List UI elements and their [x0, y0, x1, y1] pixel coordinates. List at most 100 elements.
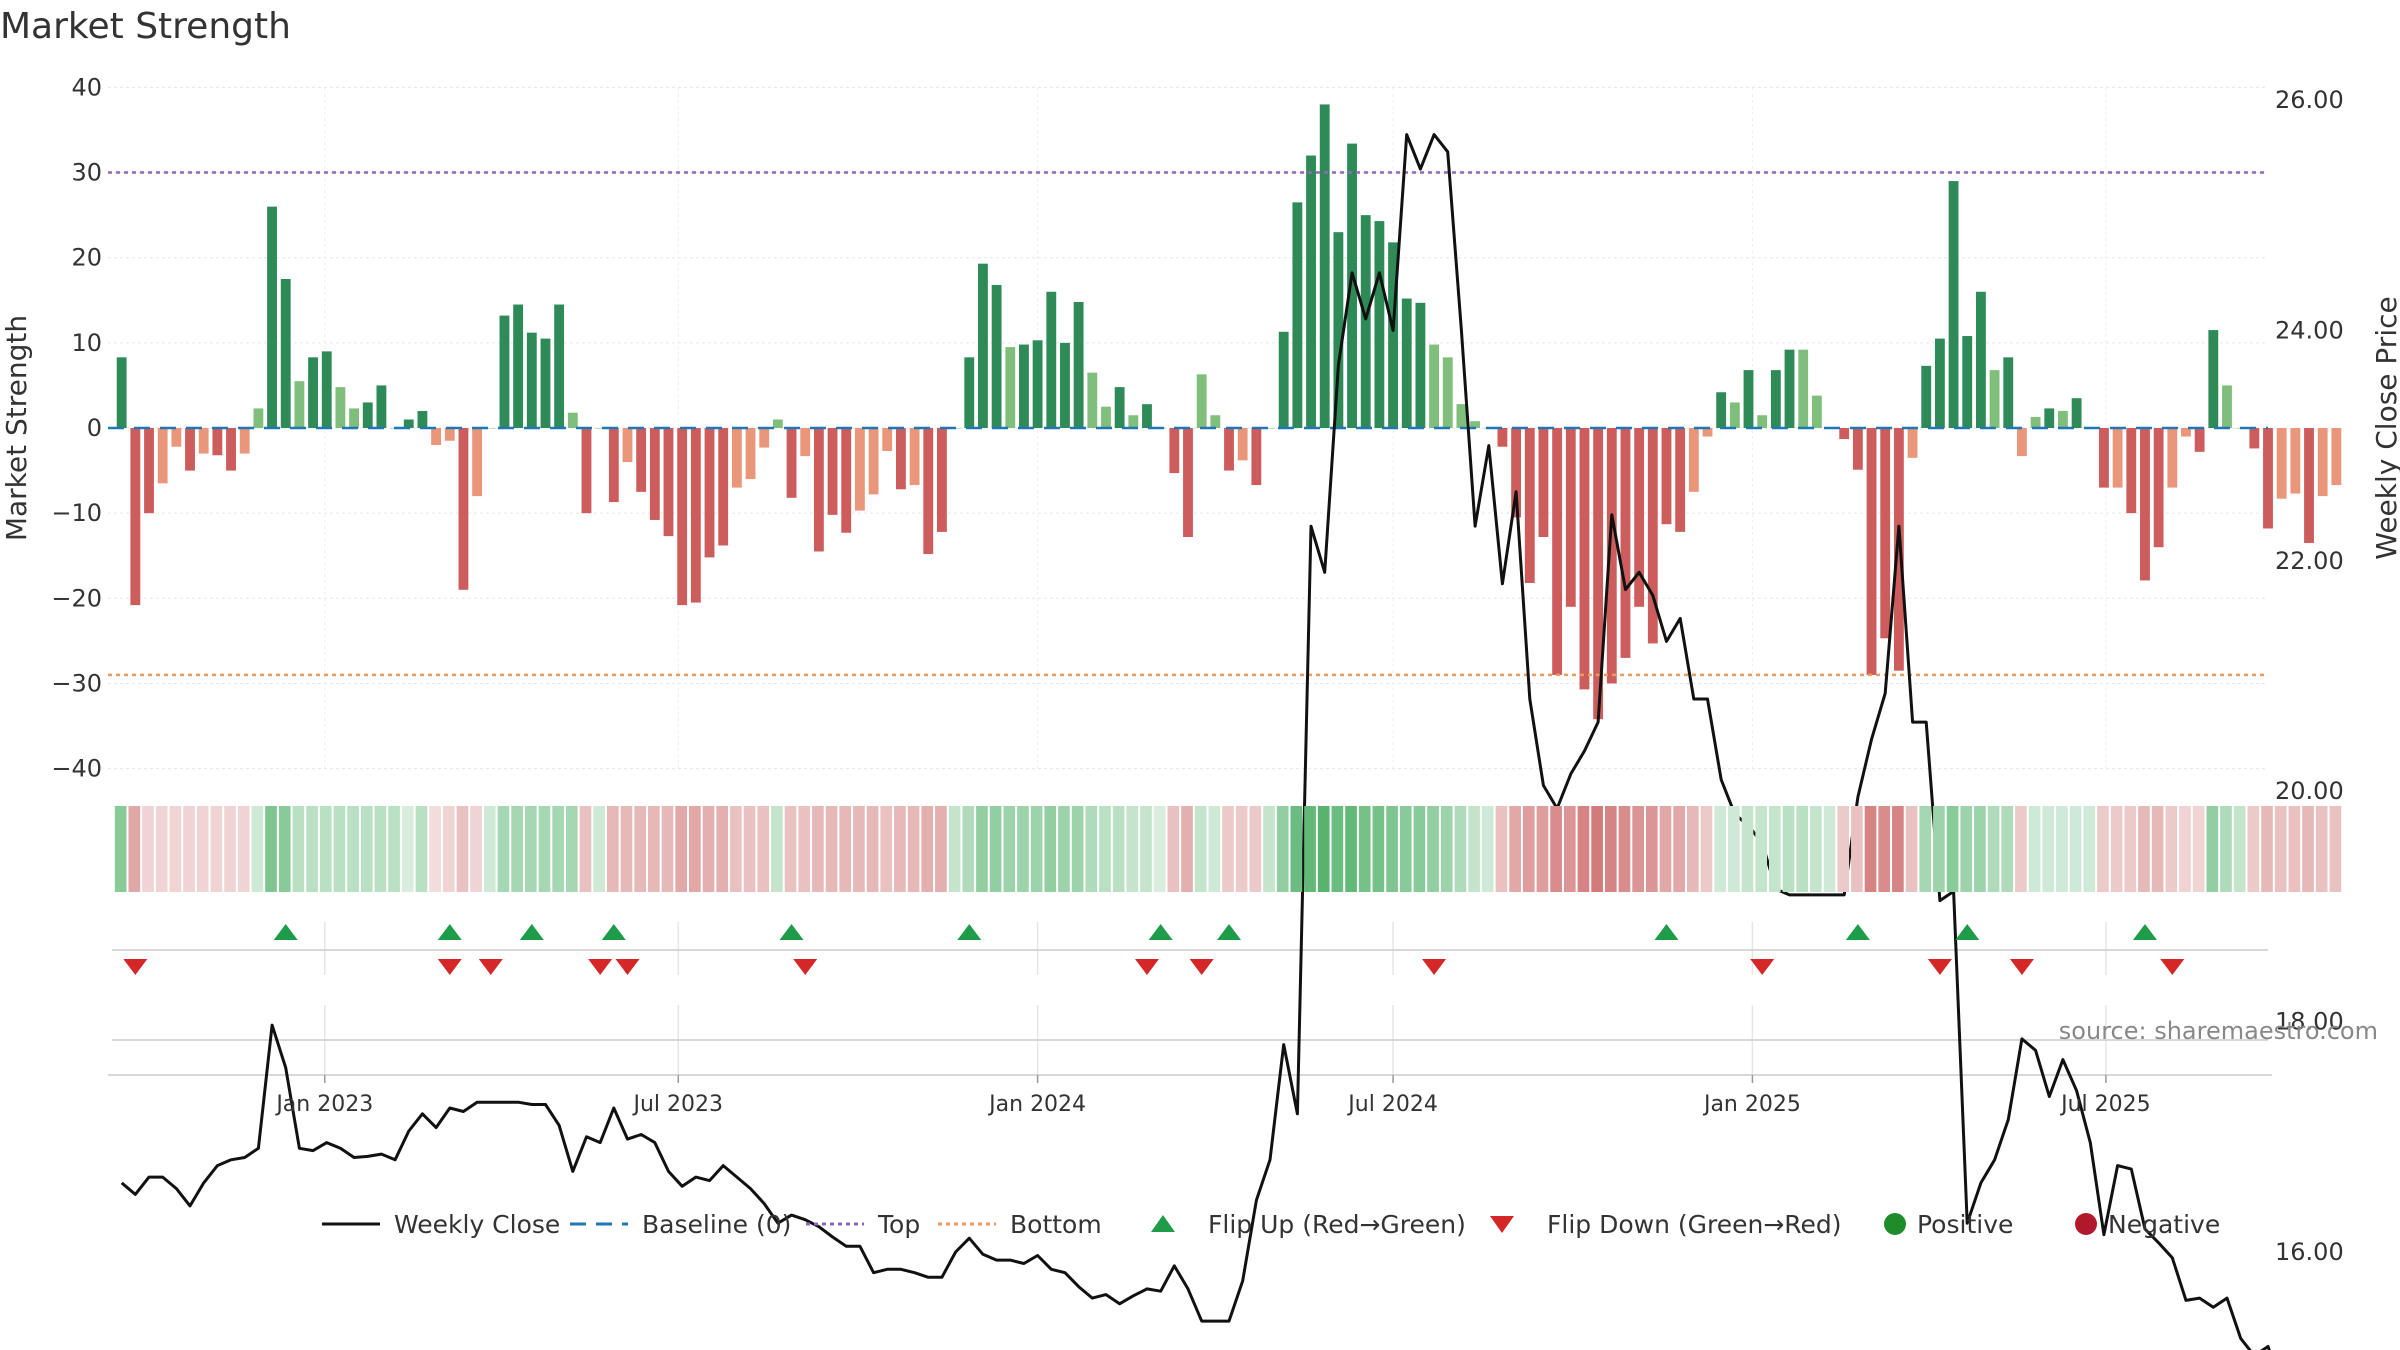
flip-down-marker	[1134, 959, 1159, 975]
strength-bar	[253, 408, 264, 428]
y2-tick-label: 24.00	[2275, 316, 2344, 344]
strength-bar	[813, 428, 824, 552]
heat-cell	[1427, 806, 1439, 892]
heat-cell	[1235, 806, 1248, 892]
heat-cell	[196, 806, 209, 892]
y-tick-label: 40	[71, 73, 102, 101]
strength-bar	[1934, 338, 1945, 428]
heat-cell	[1905, 806, 1918, 892]
heat-cell	[716, 806, 729, 892]
y-axis-left: 40 30 20 10 0 −10 −20 −30 −40	[51, 73, 102, 782]
strength-bar	[1784, 349, 1795, 428]
y-tick-label: 20	[71, 244, 102, 272]
heat-cell	[1591, 806, 1603, 892]
heat-cell	[565, 806, 578, 892]
y-tick-label: −40	[51, 755, 102, 783]
strength-bar	[1347, 143, 1357, 428]
strength-bar	[444, 428, 455, 441]
strength-bar	[1798, 349, 1809, 428]
heat-cell	[511, 806, 523, 892]
heat-cell	[1304, 806, 1316, 892]
strength-bar	[472, 428, 483, 497]
strength-bar	[2276, 428, 2287, 499]
strength-bar	[1729, 402, 1740, 428]
strength-bar	[2317, 428, 2328, 497]
strength-bar	[1907, 428, 1918, 458]
strength-bar	[431, 428, 442, 446]
strength-bar	[1169, 428, 1180, 474]
strength-bar	[1019, 344, 1029, 428]
strength-bar	[636, 428, 647, 492]
heat-cell	[524, 806, 537, 892]
strength-bar	[1005, 347, 1016, 428]
heat-cell	[2247, 806, 2260, 892]
strength-bar	[909, 428, 920, 486]
strength-bar	[1415, 302, 1426, 428]
flip-down-marker	[615, 959, 640, 975]
heat-cell	[2288, 806, 2301, 892]
strength-bar	[1060, 342, 1070, 428]
heat-cell	[401, 806, 414, 892]
heat-cell	[839, 806, 852, 892]
strength-bar	[540, 338, 551, 428]
strength-bar	[116, 357, 127, 428]
strength-bar	[1565, 428, 1576, 607]
y-tick-label: 0	[87, 414, 102, 442]
strength-bar	[1606, 428, 1617, 684]
heat-cell	[1550, 806, 1562, 892]
strength-bar	[704, 428, 715, 558]
heat-cell	[579, 806, 592, 892]
strength-bar	[144, 428, 154, 514]
strength-bar	[1470, 421, 1481, 428]
heat-cell	[606, 806, 619, 892]
heat-cell	[1563, 806, 1576, 892]
heat-cell	[866, 806, 879, 892]
strength-bar	[2304, 428, 2314, 543]
heat-cell	[292, 806, 305, 892]
flip-up-marker	[519, 924, 544, 940]
strength-bar	[1142, 404, 1152, 428]
heat-cell	[743, 806, 756, 892]
heat-cell	[1892, 806, 1904, 892]
heat-cell	[1181, 806, 1193, 892]
flip-down-marker	[1927, 959, 1952, 975]
strength-bar	[198, 428, 209, 454]
heat-cell	[1810, 806, 1822, 892]
heat-cell	[2206, 806, 2219, 892]
heat-cell	[661, 806, 674, 892]
strength-bar	[1524, 428, 1535, 583]
flip-up-marker	[273, 924, 298, 940]
x-tick-label: Jan 2024	[987, 1092, 1086, 1117]
heat-cell	[2056, 806, 2068, 892]
strength-bar	[718, 428, 729, 546]
heat-cell	[1522, 806, 1535, 892]
heat-cell	[880, 806, 893, 892]
strength-bar	[1866, 428, 1877, 675]
strength-bar	[1429, 344, 1439, 428]
strength-bar	[526, 332, 537, 428]
heat-cell	[333, 806, 346, 892]
heat-cell	[278, 806, 291, 892]
heat-cell	[2110, 806, 2123, 892]
heat-cell	[1317, 806, 1330, 892]
flip-down-marker	[437, 959, 462, 975]
heat-cell	[360, 806, 373, 892]
strength-bar	[1552, 428, 1563, 675]
strength-bar	[991, 284, 1002, 428]
legend-label: Baseline (0)	[642, 1210, 791, 1239]
strength-bar	[226, 428, 236, 471]
strength-bar	[2249, 428, 2260, 449]
heat-cell	[1058, 806, 1070, 892]
strength-bar	[1511, 428, 1522, 518]
strength-bar	[978, 263, 988, 428]
y2-tick-label: 26.00	[2275, 86, 2344, 114]
legend-swatch	[2075, 1213, 2097, 1235]
heat-cell	[894, 806, 906, 892]
heat-cell	[2315, 806, 2328, 892]
strength-bar	[1128, 415, 1139, 428]
legend-label: Flip Down (Green→Red)	[1547, 1210, 1842, 1239]
heat-cell	[1386, 806, 1398, 892]
strength-bar	[1634, 428, 1645, 607]
legend-swatch	[1151, 1215, 1175, 1232]
strength-bar	[458, 428, 469, 590]
